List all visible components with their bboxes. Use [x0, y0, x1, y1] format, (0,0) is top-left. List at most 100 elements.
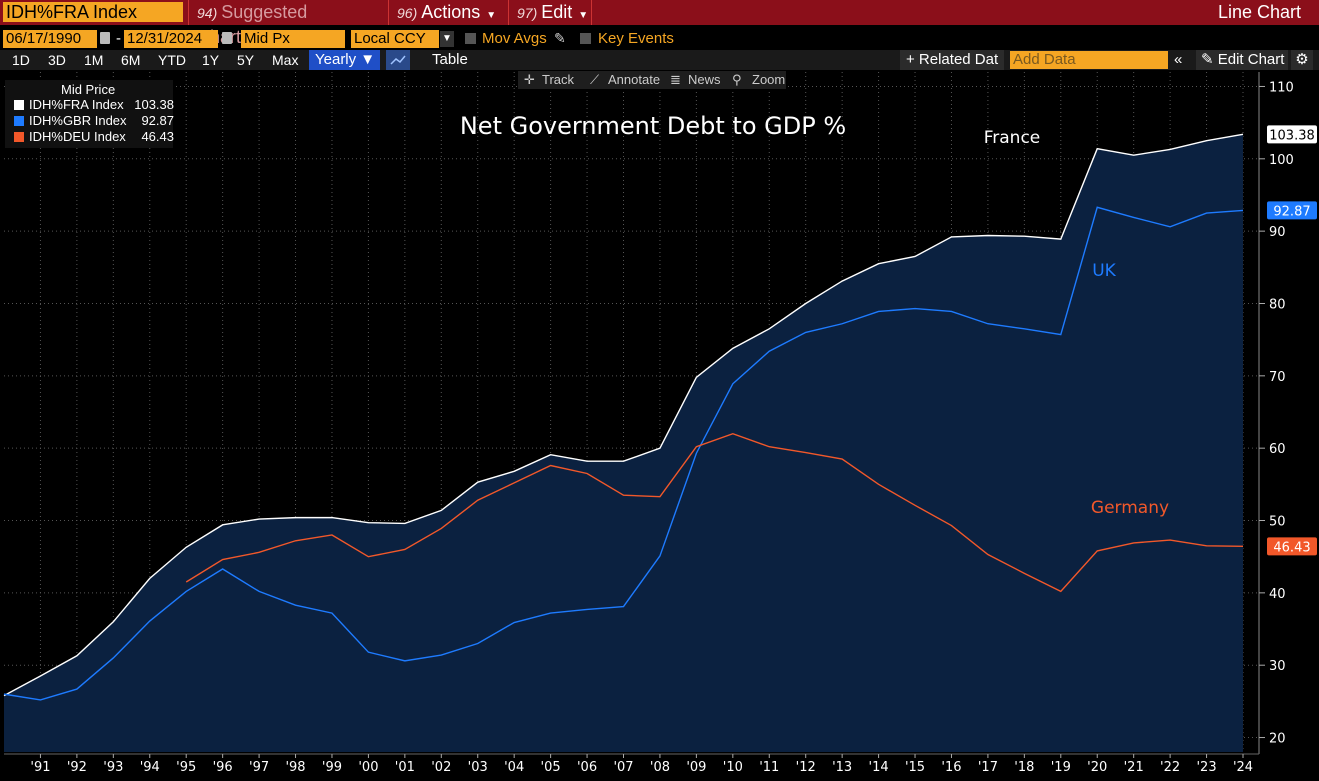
periodicity-select[interactable]: Yearly ▼	[309, 50, 380, 70]
edit-menu[interactable]: 97) Edit ▼	[508, 0, 592, 25]
x-tick-label: '02	[431, 760, 451, 775]
gear-icon[interactable]: ⚙	[1291, 50, 1313, 70]
range-1d[interactable]: 1D	[12, 52, 30, 68]
currency-select[interactable]: Local CCY	[351, 30, 439, 48]
range-1y[interactable]: 1Y	[202, 52, 220, 68]
pencil-icon[interactable]: ✎	[554, 30, 566, 46]
chevron-left-icon[interactable]: «	[1174, 51, 1183, 68]
x-tick-label: '08	[650, 760, 670, 775]
legend-value: 92.87	[141, 113, 174, 128]
x-tick-label: '04	[504, 760, 524, 775]
legend-title: Mid Price	[61, 82, 116, 97]
x-tick-label: '97	[249, 760, 269, 775]
series-lines	[3, 133, 1244, 701]
x-tick-label: '19	[1051, 760, 1071, 775]
annotate-tool[interactable]: Annotate	[608, 72, 661, 87]
legend-swatch	[14, 116, 24, 126]
x-tick-label: '18	[1014, 760, 1034, 775]
table-button[interactable]: Table	[432, 51, 468, 68]
chart-title: Net Government Debt to GDP %	[460, 112, 846, 140]
actions-menu[interactable]: 96) Actions ▼	[388, 0, 506, 25]
mov-avgs-checkbox[interactable]	[465, 33, 476, 44]
x-tick-label: '14	[869, 760, 889, 775]
range-3d[interactable]: 3D	[48, 52, 66, 68]
x-tick-label: '98	[285, 760, 305, 775]
legend-name: IDH%FRA Index	[29, 97, 124, 112]
last-value-tag	[1267, 125, 1317, 144]
x-tick-label: '11	[759, 760, 779, 775]
range-6m[interactable]: 6M	[121, 52, 141, 68]
zoom-tool[interactable]: Zoom	[752, 72, 786, 87]
y-axis: 20 30 40 50 60 70 80 90 100 110	[1258, 72, 1294, 754]
legend-item-fra[interactable]: IDH%FRA Index 103.38	[14, 97, 174, 113]
x-tick-label: '13	[832, 760, 852, 775]
last-value-label: 46.43	[1273, 540, 1310, 555]
x-tick-label: '22	[1160, 760, 1180, 775]
track-tool[interactable]: Track	[542, 72, 575, 87]
calendar-icon[interactable]	[222, 32, 232, 44]
mov-avgs-label[interactable]: Mov Avgs	[482, 30, 547, 47]
x-tick-label: '03	[468, 760, 488, 775]
range-1m[interactable]: 1M	[84, 52, 104, 68]
legend-item-gbr[interactable]: IDH%GBR Index 92.87	[14, 113, 174, 129]
y-tick-label: 70	[1269, 370, 1286, 385]
range-ytd[interactable]: YTD	[158, 52, 186, 68]
caret-down-icon: ▼	[578, 10, 589, 21]
end-date-field[interactable]: 12/31/2024	[124, 30, 218, 48]
x-tick-label: '06	[577, 760, 597, 775]
series-label-france: France	[984, 128, 1041, 148]
range-5y[interactable]: 5Y	[237, 52, 255, 68]
series-line-germany	[185, 432, 1244, 593]
x-tick-label: '24	[1233, 760, 1253, 775]
related-data-button[interactable]: + Related Dat	[900, 50, 1004, 70]
y-tick-label: 60	[1269, 442, 1286, 457]
menu-label: Actions	[421, 2, 481, 22]
last-value-label: 92.87	[1273, 204, 1310, 219]
x-tick-label: '91	[30, 760, 50, 775]
line-style-button[interactable]	[386, 50, 410, 70]
x-tick-label: '92	[67, 760, 87, 775]
annotate-icon[interactable]: ⟋	[590, 72, 600, 87]
x-tick-label: '07	[613, 760, 633, 775]
edit-chart-button[interactable]: ✎ Edit Chart	[1196, 50, 1288, 70]
line-chart-icon	[390, 55, 406, 65]
x-tick-label: '93	[103, 760, 123, 775]
chart-tools: ✛ Track ⟋ Annotate ≣ News ⚲ Zoom	[518, 71, 786, 89]
x-axis: '91 '92 '93 '94 '95 '96 '97 '98 '99 '00 '01 '02 '03 '…	[4, 753, 1259, 775]
ticker-input[interactable]: IDH%FRA Index	[3, 2, 183, 22]
x-tick-label: '99	[322, 760, 342, 775]
price-field-select[interactable]: Mid Px	[241, 30, 345, 48]
parameter-bar: 06/17/1990 - 12/31/2024 Mid Px Local CCY…	[0, 29, 1319, 49]
x-tick-label: '23	[1196, 760, 1216, 775]
last-value-label: 103.38	[1269, 128, 1315, 143]
x-tick-label: '21	[1124, 760, 1144, 775]
chart-type-label: Line Chart	[1217, 2, 1301, 22]
series-line-france	[3, 133, 1244, 697]
key-events-label[interactable]: Key Events	[598, 30, 674, 47]
range-bar: 1D 3D 1M 6M YTD 1Y 5Y Max Yearly ▼ Table…	[0, 50, 1319, 70]
y-tick-label: 110	[1269, 80, 1294, 95]
start-date-field[interactable]: 06/17/1990	[3, 30, 97, 48]
series-line-uk	[3, 206, 1244, 701]
legend-item-deu[interactable]: IDH%DEU Index 46.43	[14, 129, 174, 145]
x-tick-label: '20	[1087, 760, 1107, 775]
crosshair-icon[interactable]: ✛	[524, 72, 535, 87]
legend-name: IDH%DEU Index	[29, 129, 126, 144]
news-icon[interactable]: ≣	[670, 72, 681, 87]
y-tick-label: 100	[1269, 153, 1294, 168]
chevron-down-icon[interactable]: ▼	[440, 31, 454, 47]
key-events-checkbox[interactable]	[580, 33, 591, 44]
area-fill	[4, 134, 1243, 753]
news-tool[interactable]: News	[688, 72, 721, 87]
x-tick-label: '12	[796, 760, 816, 775]
y-tick-label: 90	[1269, 225, 1286, 240]
range-max[interactable]: Max	[272, 52, 299, 68]
y-tick-label: 30	[1269, 659, 1286, 674]
zoom-icon[interactable]: ⚲	[732, 72, 742, 87]
legend-swatch	[14, 100, 24, 110]
series-label-uk: UK	[1092, 261, 1116, 281]
x-tick-label: '17	[978, 760, 998, 775]
calendar-icon[interactable]	[100, 32, 110, 44]
add-data-input[interactable]: Add Data	[1010, 51, 1168, 69]
